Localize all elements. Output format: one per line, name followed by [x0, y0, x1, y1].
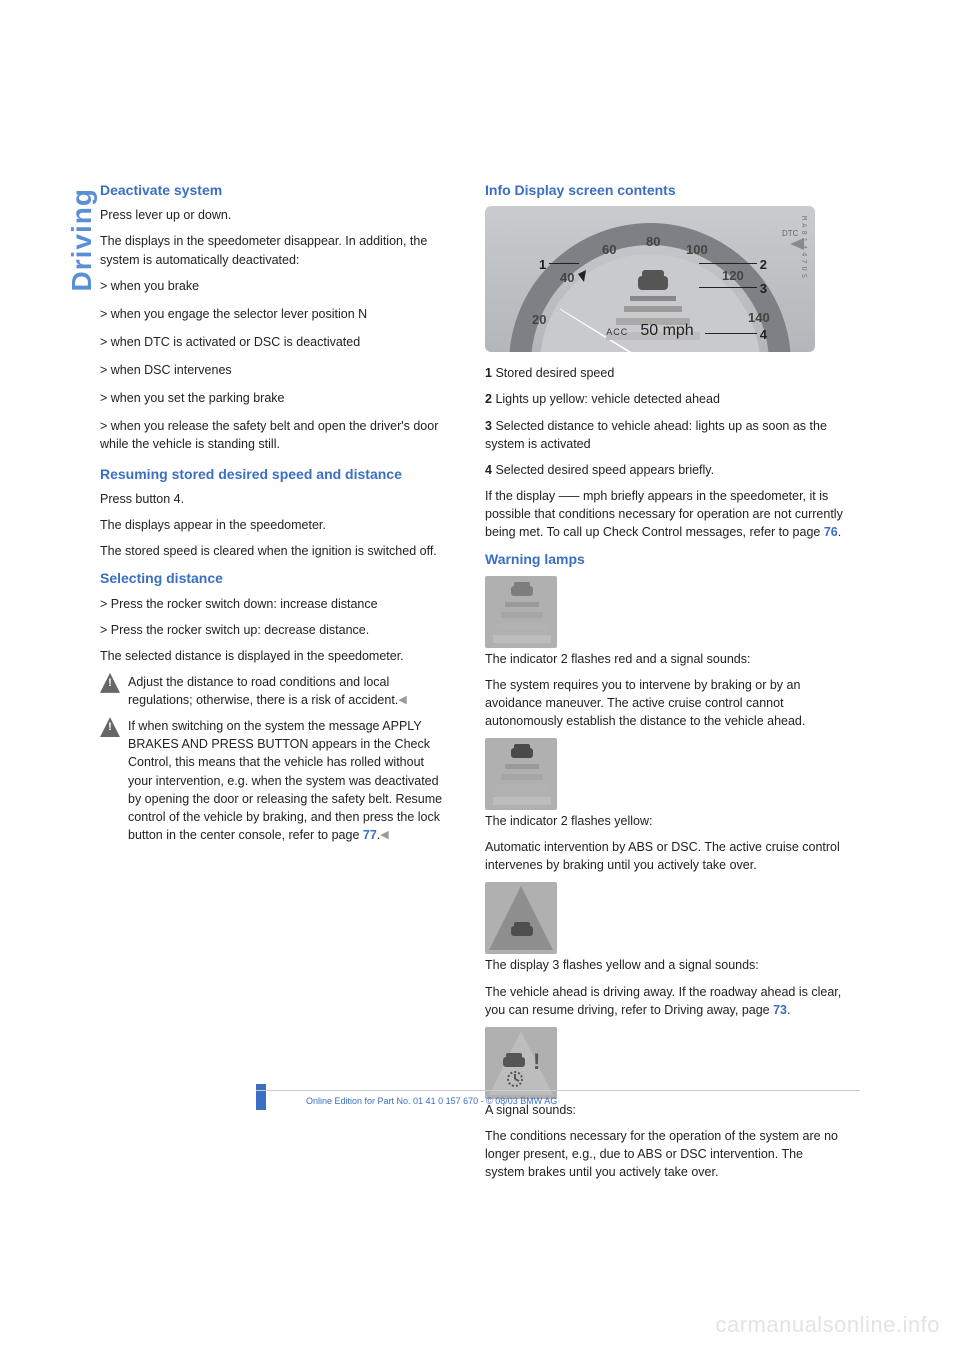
footer-text: Online Edition for Part No. 01 41 0 157 …	[306, 1096, 557, 1106]
watermark: carmanualsonline.info	[715, 1312, 940, 1338]
warning-lamp-icon	[485, 576, 557, 648]
callout-text: If when switching on the system the mess…	[128, 717, 445, 844]
svg-text:DTC: DTC	[782, 229, 799, 238]
heading-resume: Resuming stored desired speed and distan…	[100, 464, 445, 484]
bullet: > when you release the safety belt and o…	[100, 417, 445, 453]
callout-3: 3	[760, 280, 767, 299]
para: > Press the rocker switch up: decrease d…	[100, 621, 445, 639]
bullet: > when DSC intervenes	[100, 361, 445, 379]
warning-lamp-icon: !	[485, 1027, 557, 1099]
left-column: Deactivate system Press lever up or down…	[100, 180, 445, 1189]
warn-text: The indicator 2 flashes red and a signal…	[485, 650, 845, 668]
para: Press lever up or down.	[100, 206, 445, 224]
warning-lamp-icon	[485, 882, 557, 954]
warn-text: The vehicle ahead is driving away. If th…	[485, 983, 845, 1019]
list-item: 2 Lights up yellow: vehicle detected ahe…	[485, 390, 845, 408]
warn-text: The conditions necessary for the operati…	[485, 1127, 845, 1181]
para: > Press the rocker switch down: increase…	[100, 595, 445, 613]
heading-distance: Selecting distance	[100, 568, 445, 588]
note: If the display ––– mph briefly appears i…	[485, 487, 845, 541]
warning-triangle-icon	[100, 717, 120, 737]
para: The displays in the speedometer disappea…	[100, 232, 445, 268]
heading-infodisplay: Info Display screen contents	[485, 180, 845, 200]
warn-text: The system requires you to intervene by …	[485, 676, 845, 730]
callout-4: 4	[760, 326, 767, 345]
right-column: Info Display screen contents MA01447US 0…	[485, 180, 845, 1189]
warn-text: The display 3 flashes yellow and a signa…	[485, 956, 845, 974]
list-item: 3 Selected distance to vehicle ahead: li…	[485, 417, 845, 453]
footer-bar: Online Edition for Part No. 01 41 0 157 …	[256, 1090, 860, 1110]
warning-callout: Adjust the distance to road conditions a…	[100, 673, 445, 709]
para: The displays appear in the speedometer.	[100, 516, 445, 534]
svg-text:!: !	[533, 1049, 540, 1074]
end-mark-icon: ◀	[380, 829, 388, 841]
callout-2: 2	[760, 256, 767, 275]
para: Press button 4.	[100, 490, 445, 508]
warning-lamp-icon	[485, 738, 557, 810]
callout-text: Adjust the distance to road conditions a…	[128, 673, 445, 709]
page-ref-link[interactable]: 77	[363, 828, 377, 842]
para: The selected distance is displayed in th…	[100, 647, 445, 665]
callout-1: 1	[539, 256, 546, 275]
page-ref-link[interactable]: 73	[773, 1003, 787, 1017]
warning-triangle-icon	[100, 673, 120, 693]
list-item: 4 Selected desired speed appears briefly…	[485, 461, 845, 479]
list-item: 1 Stored desired speed	[485, 364, 845, 382]
bullet: > when you engage the selector lever pos…	[100, 305, 445, 323]
acc-readout: ACC 50 mph	[606, 319, 693, 342]
end-mark-icon: ◀	[398, 694, 406, 706]
para: The stored speed is cleared when the ign…	[100, 542, 445, 560]
warn-text: The indicator 2 flashes yellow:	[485, 812, 845, 830]
bullet: > when you set the parking brake	[100, 389, 445, 407]
bullet: > when you brake	[100, 277, 445, 295]
page-ref-link[interactable]: 76	[824, 525, 838, 539]
page-body: Deactivate system Press lever up or down…	[0, 0, 960, 1229]
heading-warning-lamps: Warning lamps	[485, 549, 845, 569]
warn-text: Automatic intervention by ABS or DSC. Th…	[485, 838, 845, 874]
warning-callout: If when switching on the system the mess…	[100, 717, 445, 844]
bullet: > when DTC is activated or DSC is deacti…	[100, 333, 445, 351]
heading-deactivate: Deactivate system	[100, 180, 445, 200]
speedometer-figure: MA01447US 0 20 40 60 80	[485, 206, 815, 352]
